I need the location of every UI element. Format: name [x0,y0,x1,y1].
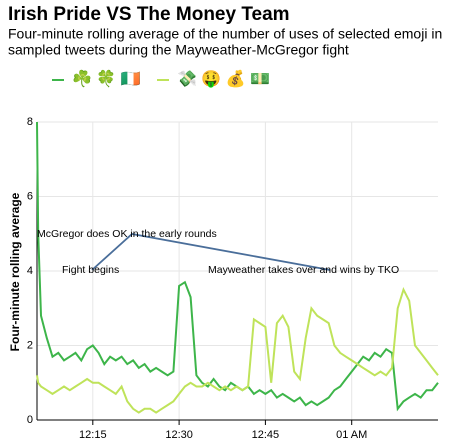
x-tick-label: 01 AM [336,429,367,441]
data-line [36,286,439,414]
y-tick-label: 2 [27,339,33,351]
chart-subtitle: Four-minute rolling average of the numbe… [8,26,442,42]
y-tick-label: 4 [27,265,33,277]
y-axis-label: Four-minute rolling average [8,192,22,351]
x-tick-label: 12:30 [165,429,193,441]
annotation: McGregor does OK in the early rounds [37,228,217,240]
data-line [36,121,439,412]
chart-title: Irish Pride VS The Money Team [8,4,290,25]
y-tick-label: 6 [27,190,33,202]
x-tick-label: 12:15 [79,429,107,441]
annotation: Fight begins [62,264,119,276]
y-tick-label: 0 [27,414,33,426]
chart-subtitle: sampled tweets during the Mayweather-McG… [8,42,349,58]
y-tick-label: 8 [27,116,33,128]
annotation-connector [91,233,331,271]
x-tick-label: 12:45 [252,429,280,441]
annotation: Mayweather takes over and wins by TKO [208,264,399,276]
legend-label: 💸 🤑 💰 💵 [177,69,270,88]
legend-label: ☘️ 🍀 🇮🇪 [72,69,141,88]
